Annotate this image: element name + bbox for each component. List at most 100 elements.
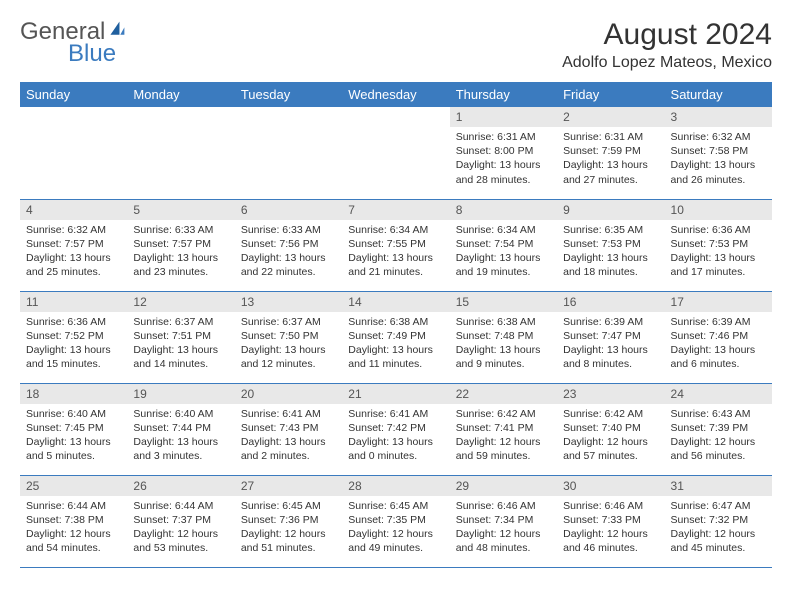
day-content: Sunrise: 6:35 AMSunset: 7:53 PMDaylight:… [557,220,664,284]
day-number: 29 [450,476,557,496]
sunrise-text: Sunrise: 6:36 AM [671,223,766,237]
day-content: Sunrise: 6:37 AMSunset: 7:50 PMDaylight:… [235,312,342,376]
daylight-text-1: Daylight: 12 hours [563,527,658,541]
daylight-text-2: and 19 minutes. [456,265,551,279]
sunrise-text: Sunrise: 6:33 AM [241,223,336,237]
daylight-text-1: Daylight: 13 hours [456,343,551,357]
title-block: August 2024 Adolfo Lopez Mateos, Mexico [562,18,772,72]
sunset-text: Sunset: 7:51 PM [133,329,228,343]
day-number: 3 [665,107,772,127]
calendar-day-cell: 2Sunrise: 6:31 AMSunset: 7:59 PMDaylight… [557,107,664,199]
calendar-week-row: 1Sunrise: 6:31 AMSunset: 8:00 PMDaylight… [20,107,772,199]
daylight-text-2: and 26 minutes. [671,173,766,187]
calendar-day-cell: 16Sunrise: 6:39 AMSunset: 7:47 PMDayligh… [557,291,664,383]
calendar-day-cell: 10Sunrise: 6:36 AMSunset: 7:53 PMDayligh… [665,199,772,291]
calendar-body: 1Sunrise: 6:31 AMSunset: 8:00 PMDaylight… [20,107,772,567]
daylight-text-1: Daylight: 13 hours [348,435,443,449]
sunset-text: Sunset: 7:35 PM [348,513,443,527]
logo: GeneralBlue [20,18,127,68]
daylight-text-2: and 28 minutes. [456,173,551,187]
sunrise-text: Sunrise: 6:34 AM [456,223,551,237]
calendar-day-cell: 27Sunrise: 6:45 AMSunset: 7:36 PMDayligh… [235,475,342,567]
day-number: 4 [20,200,127,220]
calendar-day-cell: 21Sunrise: 6:41 AMSunset: 7:42 PMDayligh… [342,383,449,475]
daylight-text-1: Daylight: 12 hours [241,527,336,541]
sunset-text: Sunset: 7:33 PM [563,513,658,527]
day-number: 7 [342,200,449,220]
day-content: Sunrise: 6:34 AMSunset: 7:54 PMDaylight:… [450,220,557,284]
sunset-text: Sunset: 7:50 PM [241,329,336,343]
day-number: 8 [450,200,557,220]
day-content: Sunrise: 6:41 AMSunset: 7:42 PMDaylight:… [342,404,449,468]
daylight-text-1: Daylight: 12 hours [133,527,228,541]
calendar-day-cell: 14Sunrise: 6:38 AMSunset: 7:49 PMDayligh… [342,291,449,383]
calendar-day-cell: 13Sunrise: 6:37 AMSunset: 7:50 PMDayligh… [235,291,342,383]
sunset-text: Sunset: 7:39 PM [671,421,766,435]
day-number: 22 [450,384,557,404]
calendar-day-cell [127,107,234,199]
sunrise-text: Sunrise: 6:42 AM [456,407,551,421]
daylight-text-1: Daylight: 12 hours [671,435,766,449]
sunset-text: Sunset: 7:48 PM [456,329,551,343]
day-content: Sunrise: 6:37 AMSunset: 7:51 PMDaylight:… [127,312,234,376]
daylight-text-1: Daylight: 13 hours [456,251,551,265]
calendar-day-cell: 12Sunrise: 6:37 AMSunset: 7:51 PMDayligh… [127,291,234,383]
logo-text-blue: Blue [68,40,116,68]
day-number: 25 [20,476,127,496]
day-number: 13 [235,292,342,312]
header: GeneralBlue August 2024 Adolfo Lopez Mat… [20,18,772,72]
day-content: Sunrise: 6:32 AMSunset: 7:57 PMDaylight:… [20,220,127,284]
calendar-day-cell: 19Sunrise: 6:40 AMSunset: 7:44 PMDayligh… [127,383,234,475]
sunset-text: Sunset: 7:36 PM [241,513,336,527]
calendar-day-cell: 30Sunrise: 6:46 AMSunset: 7:33 PMDayligh… [557,475,664,567]
daylight-text-1: Daylight: 13 hours [26,435,121,449]
sunset-text: Sunset: 7:38 PM [26,513,121,527]
daylight-text-1: Daylight: 13 hours [26,343,121,357]
day-content: Sunrise: 6:38 AMSunset: 7:49 PMDaylight:… [342,312,449,376]
calendar-day-cell: 25Sunrise: 6:44 AMSunset: 7:38 PMDayligh… [20,475,127,567]
daylight-text-2: and 57 minutes. [563,449,658,463]
day-content: Sunrise: 6:42 AMSunset: 7:40 PMDaylight:… [557,404,664,468]
day-content: Sunrise: 6:33 AMSunset: 7:57 PMDaylight:… [127,220,234,284]
daylight-text-2: and 25 minutes. [26,265,121,279]
sunrise-text: Sunrise: 6:42 AM [563,407,658,421]
day-number: 26 [127,476,234,496]
daylight-text-1: Daylight: 13 hours [671,343,766,357]
daylight-text-2: and 54 minutes. [26,541,121,555]
sunset-text: Sunset: 7:46 PM [671,329,766,343]
day-content: Sunrise: 6:31 AMSunset: 8:00 PMDaylight:… [450,127,557,191]
daylight-text-1: Daylight: 12 hours [456,527,551,541]
day-number: 23 [557,384,664,404]
sunset-text: Sunset: 7:53 PM [671,237,766,251]
sunset-text: Sunset: 7:40 PM [563,421,658,435]
sunset-text: Sunset: 7:44 PM [133,421,228,435]
daylight-text-2: and 3 minutes. [133,449,228,463]
daylight-text-1: Daylight: 12 hours [26,527,121,541]
calendar-day-cell: 15Sunrise: 6:38 AMSunset: 7:48 PMDayligh… [450,291,557,383]
weekday-header: Wednesday [342,82,449,107]
sunset-text: Sunset: 7:37 PM [133,513,228,527]
daylight-text-1: Daylight: 13 hours [133,343,228,357]
calendar-day-cell: 8Sunrise: 6:34 AMSunset: 7:54 PMDaylight… [450,199,557,291]
day-content: Sunrise: 6:44 AMSunset: 7:37 PMDaylight:… [127,496,234,560]
day-content: Sunrise: 6:40 AMSunset: 7:45 PMDaylight:… [20,404,127,468]
sunrise-text: Sunrise: 6:38 AM [348,315,443,329]
sunset-text: Sunset: 7:47 PM [563,329,658,343]
daylight-text-2: and 2 minutes. [241,449,336,463]
day-number: 14 [342,292,449,312]
sunset-text: Sunset: 7:34 PM [456,513,551,527]
weekday-header-row: Sunday Monday Tuesday Wednesday Thursday… [20,82,772,107]
day-number: 21 [342,384,449,404]
daylight-text-2: and 27 minutes. [563,173,658,187]
day-content: Sunrise: 6:39 AMSunset: 7:46 PMDaylight:… [665,312,772,376]
day-content: Sunrise: 6:32 AMSunset: 7:58 PMDaylight:… [665,127,772,191]
sunrise-text: Sunrise: 6:44 AM [133,499,228,513]
calendar-week-row: 18Sunrise: 6:40 AMSunset: 7:45 PMDayligh… [20,383,772,475]
daylight-text-2: and 6 minutes. [671,357,766,371]
location: Adolfo Lopez Mateos, Mexico [562,54,772,72]
daylight-text-2: and 11 minutes. [348,357,443,371]
sunrise-text: Sunrise: 6:40 AM [133,407,228,421]
calendar-day-cell: 23Sunrise: 6:42 AMSunset: 7:40 PMDayligh… [557,383,664,475]
month-year: August 2024 [562,18,772,52]
sunrise-text: Sunrise: 6:39 AM [563,315,658,329]
